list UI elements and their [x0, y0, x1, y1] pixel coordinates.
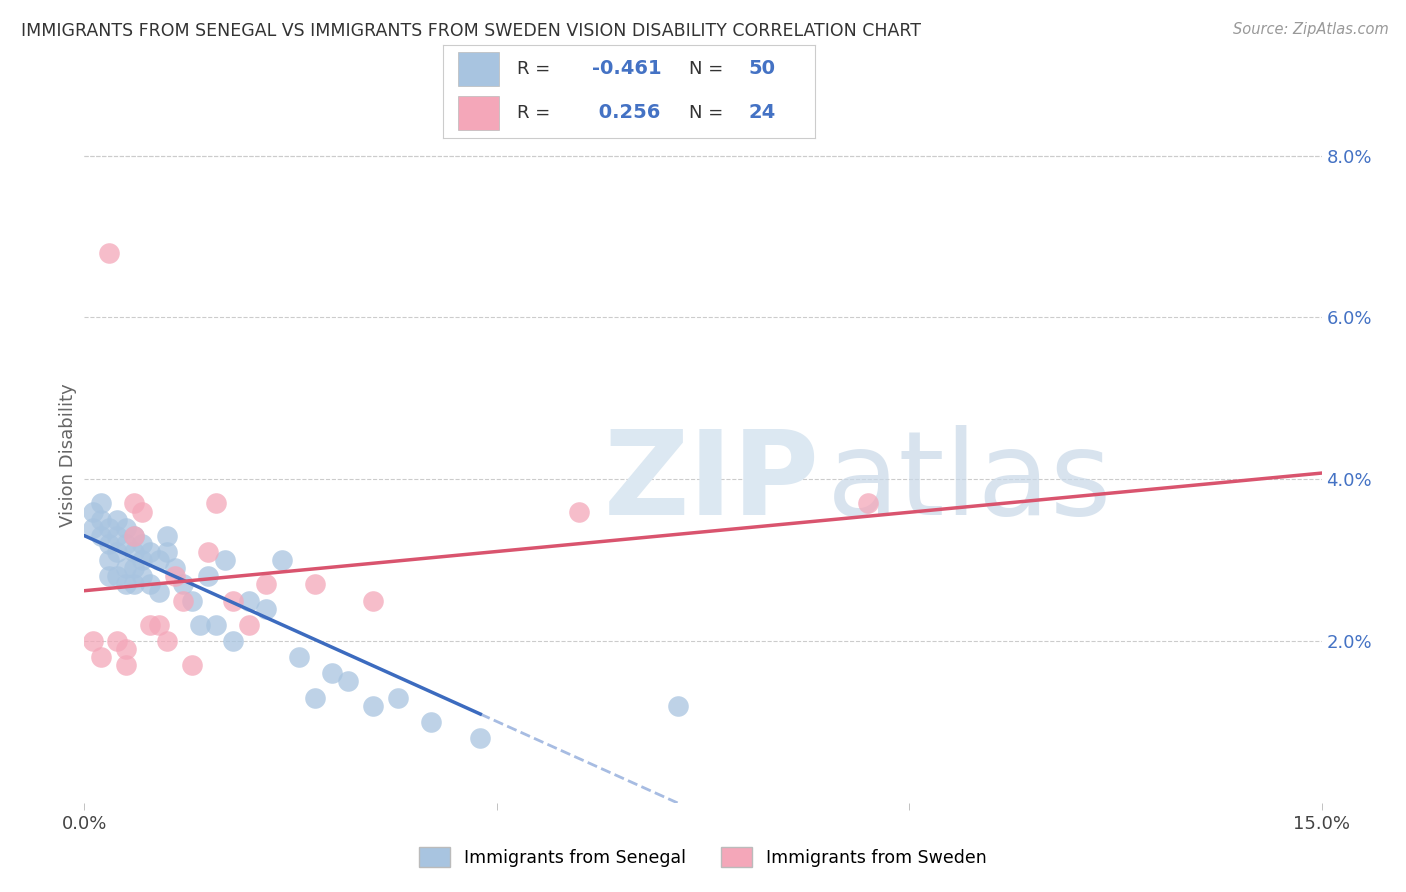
- Point: [188, 617, 211, 632]
- Point: [222, 634, 245, 648]
- Point: [304, 690, 326, 705]
- Point: [98, 245, 121, 260]
- Point: [82, 521, 104, 535]
- Point: [131, 553, 153, 567]
- Point: [165, 561, 187, 575]
- Point: [98, 553, 121, 567]
- Point: [321, 666, 343, 681]
- Point: [82, 504, 104, 518]
- Point: [105, 529, 128, 543]
- Point: [114, 658, 136, 673]
- Point: [361, 698, 384, 713]
- Text: R =: R =: [517, 60, 557, 78]
- Point: [180, 593, 202, 607]
- Point: [90, 650, 112, 665]
- Text: 0.256: 0.256: [592, 103, 661, 122]
- Text: N =: N =: [689, 104, 728, 122]
- Point: [172, 593, 194, 607]
- Point: [156, 634, 179, 648]
- Point: [148, 585, 170, 599]
- FancyBboxPatch shape: [458, 52, 499, 86]
- Point: [165, 569, 187, 583]
- Point: [139, 617, 162, 632]
- Point: [98, 537, 121, 551]
- Point: [271, 553, 294, 567]
- Point: [114, 642, 136, 657]
- Point: [205, 496, 228, 510]
- Point: [254, 577, 277, 591]
- Point: [105, 634, 128, 648]
- Point: [568, 504, 591, 518]
- Point: [666, 698, 689, 713]
- Point: [361, 593, 384, 607]
- Point: [131, 537, 153, 551]
- Text: Source: ZipAtlas.com: Source: ZipAtlas.com: [1233, 22, 1389, 37]
- Point: [856, 496, 879, 510]
- Point: [114, 521, 136, 535]
- Point: [98, 569, 121, 583]
- Point: [122, 529, 145, 543]
- Text: -0.461: -0.461: [592, 60, 662, 78]
- Point: [288, 650, 311, 665]
- Point: [387, 690, 409, 705]
- Point: [148, 553, 170, 567]
- Point: [122, 529, 145, 543]
- Point: [222, 593, 245, 607]
- Point: [122, 545, 145, 559]
- Point: [205, 617, 228, 632]
- Point: [139, 577, 162, 591]
- Text: atlas: atlas: [827, 425, 1112, 541]
- Text: 24: 24: [748, 103, 776, 122]
- Point: [139, 545, 162, 559]
- Text: 50: 50: [748, 60, 776, 78]
- Point: [304, 577, 326, 591]
- Point: [254, 601, 277, 615]
- Point: [197, 569, 219, 583]
- FancyBboxPatch shape: [458, 96, 499, 130]
- Point: [238, 593, 260, 607]
- Text: IMMIGRANTS FROM SENEGAL VS IMMIGRANTS FROM SWEDEN VISION DISABILITY CORRELATION : IMMIGRANTS FROM SENEGAL VS IMMIGRANTS FR…: [21, 22, 921, 40]
- Y-axis label: Vision Disability: Vision Disability: [59, 383, 77, 527]
- Point: [131, 504, 153, 518]
- Point: [105, 545, 128, 559]
- Point: [419, 714, 441, 729]
- Point: [122, 561, 145, 575]
- Text: ZIP: ZIP: [605, 425, 820, 541]
- Point: [114, 577, 136, 591]
- Text: N =: N =: [689, 60, 728, 78]
- Text: R =: R =: [517, 104, 557, 122]
- Point: [82, 634, 104, 648]
- Point: [122, 496, 145, 510]
- Point: [114, 561, 136, 575]
- Point: [470, 731, 492, 745]
- Point: [156, 545, 179, 559]
- Point: [105, 569, 128, 583]
- Point: [114, 537, 136, 551]
- Point: [180, 658, 202, 673]
- Point: [197, 545, 219, 559]
- Point: [238, 617, 260, 632]
- Point: [156, 529, 179, 543]
- Legend: Immigrants from Senegal, Immigrants from Sweden: Immigrants from Senegal, Immigrants from…: [412, 840, 994, 874]
- Point: [90, 496, 112, 510]
- Point: [105, 513, 128, 527]
- Point: [172, 577, 194, 591]
- Point: [98, 521, 121, 535]
- Point: [90, 513, 112, 527]
- Point: [90, 529, 112, 543]
- Point: [337, 674, 360, 689]
- Point: [214, 553, 236, 567]
- Point: [131, 569, 153, 583]
- Point: [148, 617, 170, 632]
- Point: [122, 577, 145, 591]
